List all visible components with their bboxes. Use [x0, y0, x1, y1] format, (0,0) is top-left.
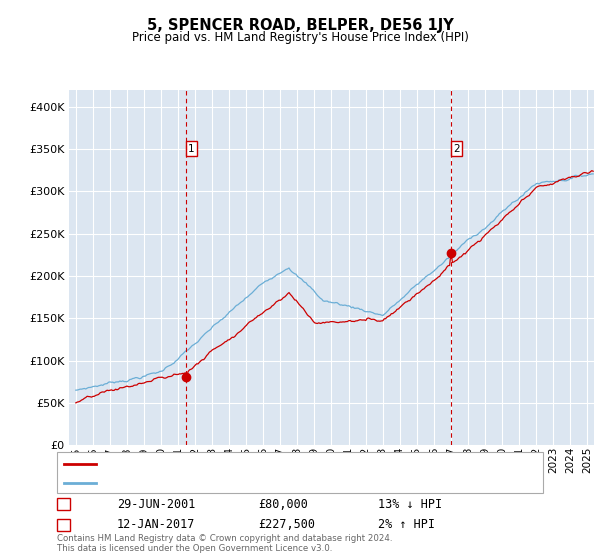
Text: Price paid vs. HM Land Registry's House Price Index (HPI): Price paid vs. HM Land Registry's House …	[131, 31, 469, 44]
Text: Contains HM Land Registry data © Crown copyright and database right 2024.
This d: Contains HM Land Registry data © Crown c…	[57, 534, 392, 553]
Text: 2: 2	[453, 144, 460, 154]
Text: 12-JAN-2017: 12-JAN-2017	[117, 518, 196, 531]
Text: 13% ↓ HPI: 13% ↓ HPI	[378, 497, 442, 511]
Text: 29-JUN-2001: 29-JUN-2001	[117, 497, 196, 511]
Text: 5, SPENCER ROAD, BELPER, DE56 1JY (detached house): 5, SPENCER ROAD, BELPER, DE56 1JY (detac…	[101, 459, 405, 469]
Text: 1: 1	[60, 499, 67, 509]
Text: £80,000: £80,000	[258, 497, 308, 511]
Text: 2: 2	[60, 520, 67, 530]
Text: £227,500: £227,500	[258, 518, 315, 531]
Text: 1: 1	[188, 144, 195, 154]
Text: HPI: Average price, detached house, Amber Valley: HPI: Average price, detached house, Ambe…	[101, 478, 376, 488]
Text: 5, SPENCER ROAD, BELPER, DE56 1JY: 5, SPENCER ROAD, BELPER, DE56 1JY	[146, 18, 454, 33]
Text: 2% ↑ HPI: 2% ↑ HPI	[378, 518, 435, 531]
